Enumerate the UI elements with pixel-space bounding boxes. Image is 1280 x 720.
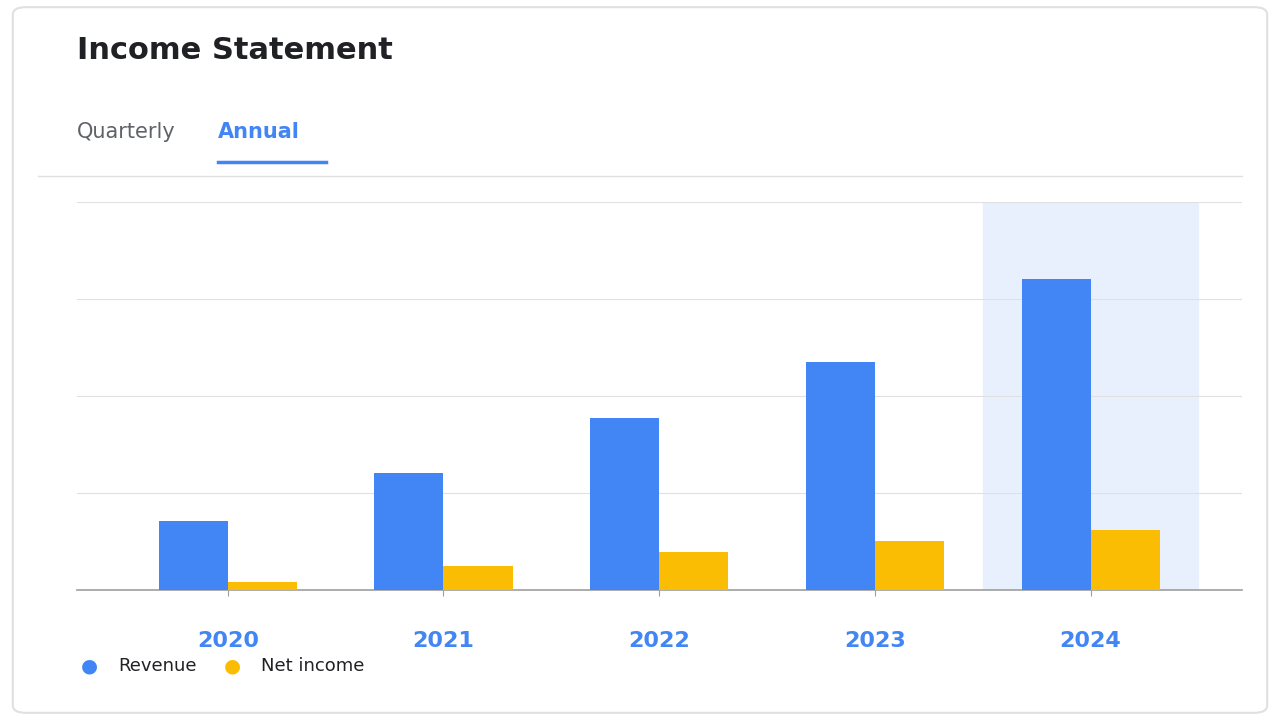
Bar [659, 552, 728, 590]
Bar [228, 582, 297, 590]
Text: ●: ● [224, 657, 241, 675]
Bar [876, 541, 943, 590]
Bar [806, 362, 876, 590]
Text: Revenue: Revenue [118, 657, 196, 675]
Text: 2024: 2024 [1060, 631, 1121, 651]
Bar [443, 566, 512, 590]
Bar [375, 473, 443, 590]
Text: 2020: 2020 [197, 631, 259, 651]
Text: 2021: 2021 [412, 631, 475, 651]
Bar [1021, 279, 1091, 590]
Bar [590, 418, 659, 590]
Bar [1091, 530, 1160, 590]
Text: Quarterly: Quarterly [77, 122, 175, 143]
Bar [983, 202, 1198, 590]
Text: ●: ● [81, 657, 97, 675]
Text: 2022: 2022 [628, 631, 690, 651]
Text: Net income: Net income [261, 657, 365, 675]
Text: Annual: Annual [218, 122, 300, 143]
Text: 2023: 2023 [844, 631, 906, 651]
Bar [159, 521, 228, 590]
Text: Income Statement: Income Statement [77, 36, 393, 65]
